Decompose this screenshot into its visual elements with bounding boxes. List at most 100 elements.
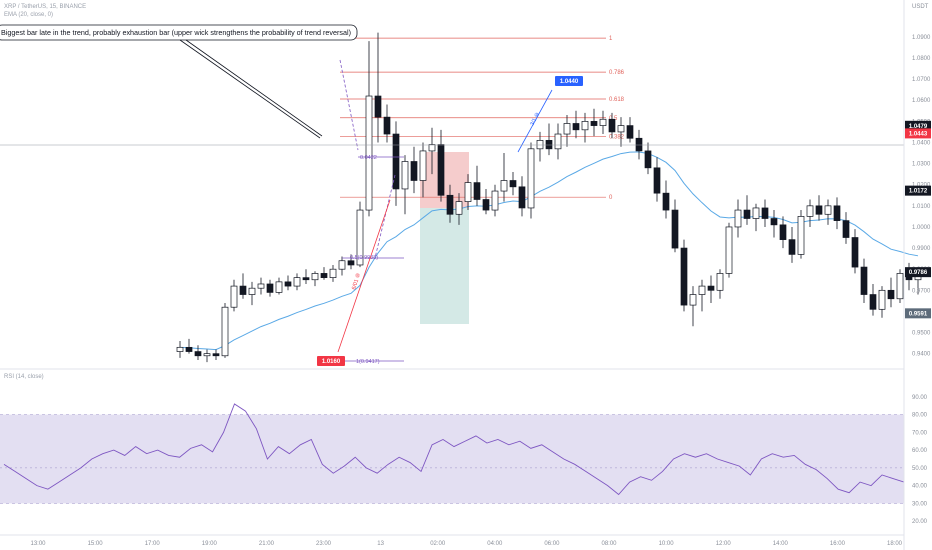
candle-body xyxy=(887,289,895,300)
candle-body xyxy=(500,180,508,192)
candle-body xyxy=(419,150,427,181)
candle-body xyxy=(194,351,202,357)
candle-body xyxy=(590,121,598,126)
candle-body xyxy=(752,207,760,219)
candle-body xyxy=(869,294,877,310)
candle-body xyxy=(491,190,499,211)
price-tick: 0.9900 xyxy=(912,246,931,252)
candle-body xyxy=(815,205,823,215)
fib-level-label: 0.618 xyxy=(609,97,625,103)
candle-body xyxy=(707,285,715,291)
candle-body xyxy=(347,260,355,266)
rsi-band xyxy=(0,414,904,504)
ema-path xyxy=(179,151,919,351)
candle-body xyxy=(509,180,517,188)
candle-body xyxy=(689,294,697,306)
rsi-axis-ticks[interactable]: 90.00 80.00 70.00 60.00 50.00 40.00 30.00 20.00 xyxy=(912,395,928,525)
rsi-tick: 40.00 xyxy=(912,484,928,490)
candle-body xyxy=(797,216,805,255)
candle-body xyxy=(284,281,292,287)
annotation-callout[interactable]: Biggest bar late in the trend, probably … xyxy=(0,24,358,139)
candle-body xyxy=(455,201,463,215)
candle-body xyxy=(338,260,346,270)
candle-body xyxy=(599,118,607,126)
entry-price-label-bg xyxy=(317,356,345,366)
price-tick: 0.9700 xyxy=(912,288,931,294)
fib-point-b: 0.5(0.9938) xyxy=(350,255,378,261)
price-marker: 0.9591 xyxy=(909,311,928,317)
annotation-pointer xyxy=(179,39,321,139)
candle-body xyxy=(320,273,328,278)
candle-body xyxy=(410,161,418,181)
candle-body xyxy=(428,144,436,152)
target-price-label: 1.0440 xyxy=(560,79,579,85)
price-tick: 1.0700 xyxy=(912,77,931,83)
fib-level-label: 0.5 xyxy=(609,116,618,122)
fib-point-a: 0.0422 xyxy=(360,155,377,161)
price-marker: 1.0443 xyxy=(909,131,928,137)
candle-body xyxy=(806,205,814,217)
candle-body xyxy=(248,287,256,295)
candle-body xyxy=(293,277,301,287)
candle-body xyxy=(716,273,724,291)
candle-body xyxy=(878,289,886,310)
candle-body xyxy=(329,268,337,278)
candle-body xyxy=(635,137,643,152)
symbol-legend[interactable]: XRP / TetherUS, 15, BINANCE xyxy=(4,4,86,10)
time-tick: 04:00 xyxy=(487,541,503,547)
time-tick: 15:00 xyxy=(88,541,104,547)
candle-body xyxy=(680,247,688,306)
rsi-tick: 90.00 xyxy=(912,395,928,401)
time-tick: 23:00 xyxy=(316,541,332,547)
candle-body xyxy=(833,205,841,221)
candle-body xyxy=(221,306,229,357)
price-marker-bg xyxy=(905,308,931,319)
fib-level-label: 0 xyxy=(609,195,613,201)
rsi-legend[interactable]: RSI (14, close) xyxy=(4,374,44,380)
candle-body xyxy=(302,277,310,281)
candle-body xyxy=(446,194,454,215)
candle-body xyxy=(734,209,742,228)
candle-body xyxy=(437,144,445,196)
price-marker-bg xyxy=(905,267,931,278)
time-tick: 02:00 xyxy=(430,541,446,547)
candle-body xyxy=(257,283,265,289)
candle-body xyxy=(401,161,409,190)
price-tick: 1.0900 xyxy=(912,35,931,41)
time-tick: 14:00 xyxy=(773,541,789,547)
candle-body xyxy=(383,116,391,135)
price-tick: 1.0800 xyxy=(912,56,931,62)
fib-retracement[interactable]: 1 0.786 0.618 0.5 0.382 0 xyxy=(340,36,625,201)
candle-body xyxy=(779,224,787,240)
fib-trend-dashed xyxy=(339,59,359,151)
time-tick: 13 xyxy=(377,541,384,547)
candle-body xyxy=(761,207,769,219)
price-tick: 1.0100 xyxy=(912,204,931,210)
candle-body xyxy=(527,148,535,209)
currency-label: USDT xyxy=(912,4,929,10)
price-tick: 1.0000 xyxy=(912,225,931,231)
candle-body xyxy=(743,209,751,219)
price-tick: 1.0400 xyxy=(912,140,931,146)
rsi-pane xyxy=(0,403,905,504)
projection-down-line xyxy=(337,199,391,353)
time-tick: 19:00 xyxy=(202,541,218,547)
ema-legend[interactable]: EMA (20, close, 0) xyxy=(4,12,53,18)
candle-body xyxy=(473,182,481,200)
drawings[interactable]: 1.04401.01600.04220.5(0.9938)1(0.9417)3/… xyxy=(317,59,583,366)
candle-body xyxy=(554,133,562,150)
candle-body xyxy=(266,283,274,293)
candle-body xyxy=(374,95,382,118)
price-tick: 1.0600 xyxy=(912,98,931,104)
candle-body xyxy=(860,266,868,295)
candle-body xyxy=(185,346,193,352)
ema-line xyxy=(179,151,919,351)
time-tick: 18:00 xyxy=(887,541,903,547)
candle-body xyxy=(311,273,319,281)
candle-body xyxy=(545,140,553,150)
candle-body xyxy=(563,123,571,135)
candle-body xyxy=(662,192,670,211)
target-zone xyxy=(420,208,469,324)
time-axis-ticks[interactable]: 13:00 15:00 17:00 19:00 21:00 23:00 13 02:00 04:… xyxy=(30,541,902,547)
